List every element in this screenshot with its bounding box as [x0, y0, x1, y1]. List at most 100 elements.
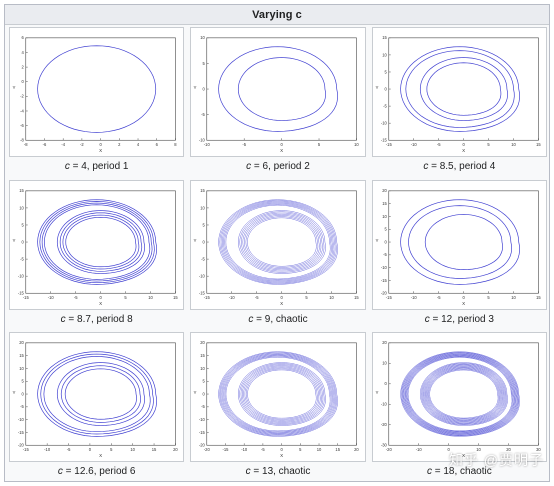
attractor-loop — [60, 365, 141, 424]
x-tick-label: 0 — [281, 295, 284, 300]
y-tick-label: 20 — [201, 341, 206, 346]
x-tick-label: -15 — [204, 295, 211, 300]
y-tick-label: -5 — [20, 256, 24, 261]
x-tick-label: 10 — [511, 295, 516, 300]
y-tick-label: -10 — [380, 121, 387, 126]
plot-thumbnail[interactable]: -20 -15 -10 -5 0 5 10 15 20 20 15 10 5 0 -5 -10 -15 -20 X Y — [190, 332, 366, 463]
y-tick-label: 0 — [22, 79, 25, 84]
panel-cell[interactable]: -20 -15 -10 -5 0 5 10 15 20 20 15 10 5 0 -5 -10 -15 -20 X Y… — [190, 332, 366, 481]
attractor-loop — [403, 354, 516, 435]
attractor-loop — [56, 209, 145, 274]
x-tick-label: 5 — [318, 142, 321, 147]
watermark-text: 知乎 @贾明子 — [448, 452, 544, 468]
attractor-loop — [222, 354, 334, 434]
y-tick-label: 0 — [22, 392, 25, 397]
attractor-loop — [223, 355, 333, 433]
attractor-loop — [41, 202, 153, 282]
plot-axes-frame — [206, 190, 358, 294]
attractor-loop — [405, 50, 515, 128]
attractor-loop — [242, 213, 322, 270]
attractor-loop — [43, 356, 151, 433]
x-tick-label: 8 — [174, 142, 177, 147]
caption-text: = 12.6, period 6 — [62, 466, 136, 478]
y-tick-label: 15 — [201, 188, 206, 193]
y-tick-label: -10 — [18, 417, 25, 422]
y-tick-label: 6 — [22, 35, 25, 40]
attractor-loop — [238, 209, 327, 274]
attractor-loop — [407, 357, 512, 432]
caption-text: = 13, chaotic — [250, 466, 311, 478]
y-tick-label: 20 — [19, 341, 24, 346]
y-axis-label: Y — [375, 238, 378, 243]
x-tick-label: -5 — [67, 447, 71, 452]
plot-thumbnail[interactable]: -15 -10 -5 0 5 10 15 20 15 10 5 0 -5 -10 -15 -20 X Y — [371, 179, 547, 310]
plot-thumbnail[interactable]: -15 -10 -5 0 5 10 15 15 10 5 0 -5 -10 -15 X Y — [190, 179, 366, 310]
y-tick-label: 0 — [384, 382, 387, 387]
panel-caption: c = 8.7, period 8 — [61, 313, 133, 326]
y-tick-label: 5 — [22, 379, 25, 384]
y-tick-label: -15 — [380, 138, 387, 143]
y-tick-label: 10 — [201, 366, 206, 371]
attractor-loop — [39, 200, 155, 283]
caption-text: = 4, period 1 — [69, 161, 129, 172]
plot-thumbnail[interactable]: -15 -10 -5 0 5 10 15 15 10 5 0 -5 -10 -15 X Y — [371, 27, 547, 157]
attractor-loop — [400, 351, 520, 437]
caption-variable: c — [424, 313, 430, 325]
x-tick-label: 5 — [299, 447, 302, 452]
x-tick-label: -2 — [80, 142, 84, 147]
plot-thumbnail[interactable]: -20 -10 0 10 20 30 20 10 0 -10 -20 -30 X Y — [371, 332, 547, 463]
attractor-loop — [426, 62, 501, 116]
y-axis-label: Y — [194, 238, 197, 243]
attractor-loop — [246, 368, 319, 420]
attractor-loop — [219, 352, 338, 437]
attractor-loop — [243, 366, 321, 422]
attractor-loop — [239, 211, 325, 273]
panel-caption: c = 4, period 1 — [65, 160, 129, 173]
attractor-plot: -20 -15 -10 -5 0 5 10 15 20 20 15 10 5 0 -5 -10 -15 -20 X Y — [194, 341, 360, 459]
y-axis-label: Y — [194, 85, 197, 90]
attractor-loop — [406, 356, 514, 433]
attractor-loop — [407, 204, 512, 279]
attractor-loop — [423, 365, 504, 424]
y-tick-label: -5 — [383, 252, 387, 257]
x-tick-label: -6 — [43, 142, 47, 147]
x-tick-label: -15 — [385, 142, 392, 147]
attractor-loop — [224, 203, 333, 280]
x-axis-label: X — [99, 148, 102, 153]
y-tick-label: 2 — [22, 64, 25, 69]
x-tick-label: 10 — [317, 447, 322, 452]
y-tick-label: 0 — [384, 239, 387, 244]
x-tick-label: -15 — [23, 295, 30, 300]
caption-text: = 12, period 3 — [429, 313, 494, 325]
caption-text: = 8.7, period 8 — [65, 313, 133, 325]
x-tick-label: 5 — [487, 295, 490, 300]
x-axis-label: X — [99, 453, 102, 458]
plot-thumbnail[interactable]: -8 -6 -4 -2 0 2 4 6 8 6 4 2 0 -2 -4 -6 -8 X Y — [9, 27, 185, 157]
attractor-loop — [425, 367, 502, 422]
attractor-loop — [64, 368, 137, 420]
caption-variable: c — [245, 466, 251, 478]
plot-thumbnail[interactable]: -15 -10 -5 0 5 10 15 15 10 5 0 -5 -10 -15 X Y — [9, 179, 185, 310]
plot-thumbnail[interactable]: -10 -5 0 5 10 10 5 0 -5 -10 X Y — [190, 27, 366, 157]
x-axis-label: X — [280, 148, 283, 153]
x-tick-label: -10 — [242, 447, 249, 452]
x-tick-label: 10 — [476, 447, 481, 452]
attractor-loop — [218, 351, 339, 437]
y-tick-label: -6 — [20, 123, 24, 128]
y-tick-label: -10 — [18, 273, 25, 278]
x-tick-label: -10 — [415, 447, 422, 452]
y-tick-label: 15 — [382, 35, 387, 40]
x-tick-label: 6 — [156, 142, 159, 147]
attractor-loop — [241, 364, 324, 425]
plot-thumbnail[interactable]: -15 -10 -5 0 5 10 15 20 20 15 10 5 0 -5 -10 -15 -20 X Y — [9, 332, 185, 463]
attractor-loop — [404, 355, 515, 434]
plot-axes-frame — [25, 342, 176, 446]
